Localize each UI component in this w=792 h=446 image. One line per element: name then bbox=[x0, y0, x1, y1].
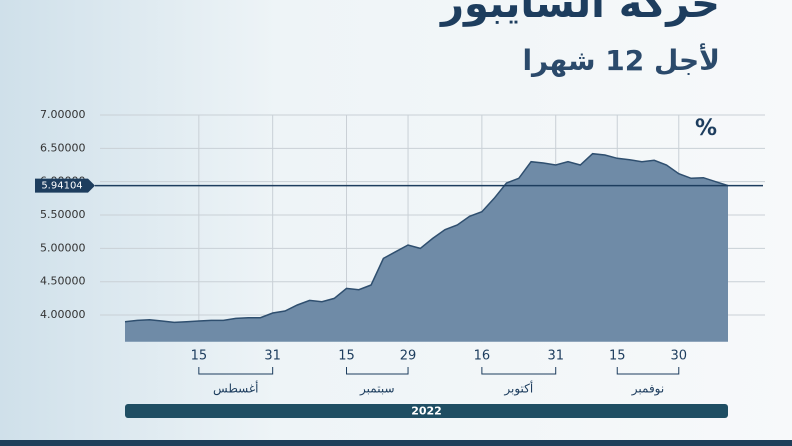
area-line bbox=[124, 152, 729, 324]
current-value-label: 5.94104 bbox=[41, 181, 82, 192]
y-tick-label: 4.50000 bbox=[40, 275, 86, 288]
y-tick-label: 6.50000 bbox=[40, 141, 86, 154]
y-tick-label: 5.50000 bbox=[40, 208, 86, 221]
y-tick-label: 4.00000 bbox=[40, 308, 86, 321]
x-tick-label: 15 bbox=[191, 349, 208, 364]
x-tick-label: 31 bbox=[547, 349, 564, 364]
month-label: نوفمبر bbox=[631, 382, 664, 397]
month-bracket bbox=[346, 367, 409, 375]
month-bracket bbox=[198, 367, 274, 375]
x-tick-label: 29 bbox=[400, 349, 417, 364]
x-tick-label: 30 bbox=[671, 349, 688, 364]
x-tick-label: 31 bbox=[264, 349, 281, 364]
x-tick-label: 15 bbox=[609, 349, 626, 364]
y-tick-label: 5.00000 bbox=[40, 241, 86, 254]
chart-subtitle: لأجل 12 شهرا bbox=[522, 43, 720, 77]
footer-band bbox=[0, 440, 792, 446]
current-value-box bbox=[35, 178, 95, 193]
month-label: أغسطس bbox=[213, 381, 258, 397]
month-bracket bbox=[616, 367, 680, 375]
year-bar bbox=[125, 404, 728, 418]
month-label: سبتمبر bbox=[359, 382, 394, 397]
x-tick-label: 16 bbox=[474, 349, 491, 364]
month-label: أكتوبر bbox=[503, 381, 533, 397]
y-tick-label: 7.00000 bbox=[40, 108, 86, 121]
area bbox=[125, 153, 728, 342]
year-label: 2022 bbox=[411, 405, 442, 418]
chart-title: حركة السايبور bbox=[439, 0, 720, 27]
month-bracket bbox=[481, 367, 557, 375]
unit-label: % bbox=[695, 116, 717, 141]
x-tick-label: 15 bbox=[338, 349, 355, 364]
